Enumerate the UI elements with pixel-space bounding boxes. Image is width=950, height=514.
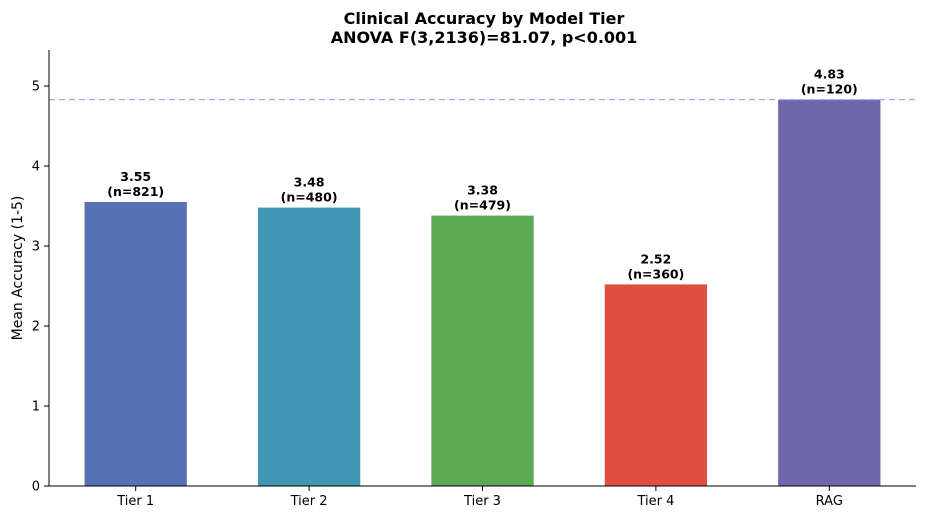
bar-n-label: (n=480) [281, 190, 338, 205]
bar [604, 284, 708, 486]
bar [778, 99, 881, 486]
y-tick-label: 1 [32, 400, 40, 415]
x-tick-label: Tier 3 [463, 494, 501, 509]
y-axis-label: Mean Accuracy (1-5) [10, 196, 26, 341]
y-tick-label: 5 [32, 80, 40, 95]
chart-title: Clinical Accuracy by Model Tier [344, 9, 625, 28]
bar-value-label: 3.38 [467, 183, 498, 198]
bar-value-label: 3.48 [294, 175, 325, 190]
y-tick-label: 4 [32, 160, 40, 175]
bar-n-label: (n=479) [454, 198, 511, 213]
bar-n-label: (n=821) [107, 184, 164, 199]
bar-n-label: (n=360) [627, 266, 684, 281]
y-tick-label: 2 [32, 320, 40, 335]
bar-value-label: 3.55 [120, 169, 151, 184]
bar [431, 215, 534, 486]
x-tick-label: RAG [816, 494, 843, 509]
bar-value-label: 4.83 [814, 67, 845, 82]
x-tick-label: Tier 1 [116, 494, 154, 509]
bar [257, 207, 361, 486]
plot-area: 3.55(n=821)3.48(n=480) 3.38(n=479)2.52(n=… [32, 50, 916, 509]
bar [84, 202, 187, 486]
y-tick-label: 0 [32, 480, 40, 495]
x-tick-label: Tier 2 [290, 494, 328, 509]
bar-n-label: (n=120) [801, 82, 858, 97]
chart-subtitle: ANOVA F(3,2136)=81.07, p<0.001 [331, 28, 638, 47]
y-tick-label: 3 [32, 240, 40, 255]
x-tick-label: Tier 4 [636, 494, 674, 509]
bar-value-label: 2.52 [640, 251, 671, 266]
